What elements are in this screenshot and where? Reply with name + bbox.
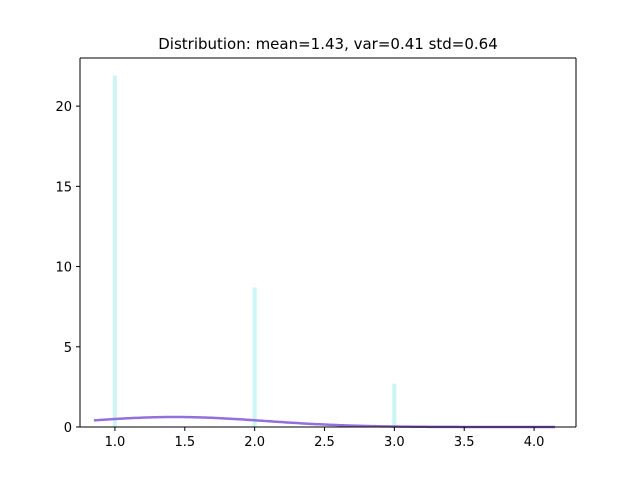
histogram-bars xyxy=(112,75,397,427)
histogram-bar xyxy=(112,75,118,427)
x-tick-label: 4.0 xyxy=(524,435,545,450)
x-tick-label: 1.5 xyxy=(174,435,195,450)
x-tick-label: 3.5 xyxy=(454,435,475,450)
x-tick-label: 2.5 xyxy=(314,435,335,450)
y-tick-label: 15 xyxy=(55,180,72,195)
x-tick-label: 1.0 xyxy=(105,435,126,450)
y-tick-label: 5 xyxy=(64,341,72,356)
y-tick-label: 0 xyxy=(64,421,72,436)
x-tick-label: 3.0 xyxy=(384,435,405,450)
y-tick-label: 10 xyxy=(55,261,72,276)
axes: 1.0 1.5 2.0 2.5 3.0 3.5 4.0 0 5 10 15 20 xyxy=(55,57,577,450)
histogram-bar xyxy=(392,383,397,427)
x-tick-label: 2.0 xyxy=(244,435,265,450)
y-tick-label: 20 xyxy=(55,100,72,115)
chart-title: Distribution: mean=1.43, var=0.41 std=0.… xyxy=(158,35,498,53)
histogram-bar xyxy=(252,287,257,427)
